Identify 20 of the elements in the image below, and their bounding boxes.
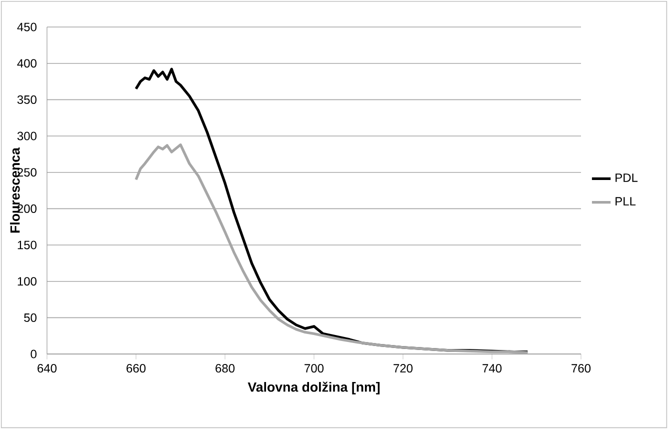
x-tick-label: 640 [38, 364, 57, 373]
y-tick-label: 0 [30, 350, 36, 358]
y-tick-label: 200 [18, 204, 36, 213]
y-tick-label: 350 [17, 95, 36, 104]
x-tick-label: 760 [572, 364, 591, 373]
y-tick-label: 100 [18, 277, 36, 286]
x-tick-label: 700 [304, 364, 324, 373]
y-tick-label: 450 [17, 22, 36, 32]
y-tick-label: 50 [24, 313, 36, 322]
x-tick-label: 680 [216, 364, 235, 373]
legend-label: PDL [616, 174, 638, 182]
x-tick-label: 660 [126, 364, 146, 373]
y-tick-label: 150 [18, 240, 36, 250]
x-tick-label: 740 [482, 364, 502, 373]
y-tick-label: 400 [17, 59, 36, 68]
legend-label: PLL [616, 197, 636, 206]
x-axis-title: Valovna dolžina [nm] [248, 382, 380, 394]
y-axis-title: Flourescenca [10, 147, 20, 233]
y-tick-label: 300 [17, 132, 36, 140]
x-tick-label: 720 [394, 364, 413, 373]
